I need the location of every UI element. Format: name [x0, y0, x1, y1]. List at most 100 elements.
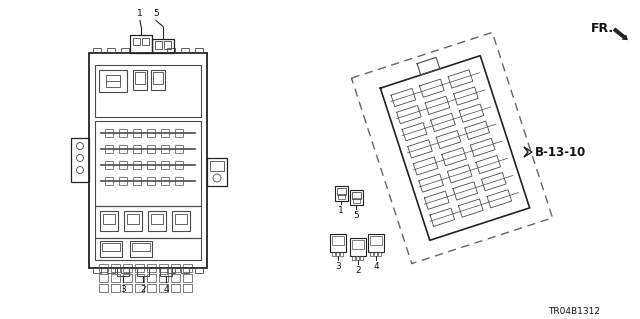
Bar [175, 213, 187, 224]
Bar [121, 268, 129, 272]
Bar [350, 238, 366, 256]
Bar [148, 211, 166, 231]
Text: FR.: FR. [591, 22, 614, 35]
Bar [183, 284, 192, 292]
Bar [99, 70, 127, 92]
Bar [167, 48, 175, 53]
Bar [147, 145, 155, 152]
Text: 5: 5 [153, 9, 159, 18]
Bar [335, 186, 348, 201]
Bar [161, 145, 169, 152]
Bar [340, 252, 343, 256]
Bar [95, 205, 201, 238]
Bar [89, 53, 207, 268]
Text: B-13-10: B-13-10 [535, 145, 586, 159]
Bar [195, 48, 203, 53]
Bar [356, 256, 359, 260]
Text: 3: 3 [335, 262, 341, 271]
Bar [95, 121, 201, 205]
Bar [133, 145, 141, 152]
Text: 2: 2 [355, 266, 361, 275]
Bar [207, 158, 227, 186]
Bar [119, 160, 127, 168]
Bar [142, 38, 149, 44]
Bar [130, 34, 152, 53]
Bar [171, 263, 180, 271]
Bar [175, 176, 183, 184]
Bar [153, 71, 163, 84]
Bar [121, 48, 129, 53]
Bar [111, 273, 120, 281]
Bar [175, 129, 183, 137]
Bar [127, 213, 139, 224]
Bar [378, 252, 381, 256]
Bar [103, 213, 115, 224]
Bar [147, 284, 156, 292]
Bar [135, 263, 144, 271]
Bar [100, 211, 118, 231]
Bar [159, 263, 168, 271]
Bar [147, 160, 155, 168]
Bar [352, 256, 355, 260]
Bar [135, 284, 144, 292]
Bar [135, 273, 144, 281]
Bar [350, 190, 363, 205]
Bar [353, 198, 360, 203]
Bar [117, 268, 129, 276]
Bar [124, 211, 142, 231]
Polygon shape [524, 147, 532, 157]
Bar [332, 236, 344, 245]
Bar [370, 236, 382, 245]
Bar [152, 39, 174, 53]
Bar [171, 273, 180, 281]
Bar [175, 160, 183, 168]
Bar [105, 176, 113, 184]
Bar [130, 241, 152, 256]
Bar [102, 242, 120, 250]
Bar [147, 129, 155, 137]
Bar [105, 145, 113, 152]
Bar [161, 129, 169, 137]
Bar [99, 273, 108, 281]
Bar [181, 268, 189, 272]
Bar [167, 268, 175, 272]
Bar [370, 252, 373, 256]
Bar [337, 188, 346, 195]
Bar [151, 213, 163, 224]
Bar [175, 145, 183, 152]
Bar [119, 145, 127, 152]
Bar [172, 211, 190, 231]
Bar [164, 41, 171, 48]
FancyArrow shape [612, 27, 628, 40]
Bar [123, 263, 132, 271]
Bar [352, 240, 364, 249]
Bar [123, 284, 132, 292]
Bar [332, 252, 335, 256]
Bar [111, 263, 120, 271]
Bar [161, 176, 169, 184]
Text: 5: 5 [353, 211, 359, 220]
Bar [336, 252, 339, 256]
Bar [147, 263, 156, 271]
Bar [107, 268, 115, 272]
Bar [133, 129, 141, 137]
Bar [183, 273, 192, 281]
Bar [159, 284, 168, 292]
Bar [171, 284, 180, 292]
Bar [133, 38, 140, 44]
Bar [133, 70, 147, 90]
Bar [155, 41, 162, 48]
Bar [105, 129, 113, 137]
Bar [100, 241, 122, 256]
Bar [147, 176, 155, 184]
Text: 3: 3 [120, 285, 126, 293]
Bar [137, 268, 149, 276]
Bar [95, 64, 201, 116]
Text: 1: 1 [137, 9, 143, 18]
Bar [99, 263, 108, 271]
Bar [330, 234, 346, 252]
Bar [71, 138, 89, 182]
Bar [111, 284, 120, 292]
Bar [135, 71, 145, 84]
Bar [160, 268, 172, 276]
